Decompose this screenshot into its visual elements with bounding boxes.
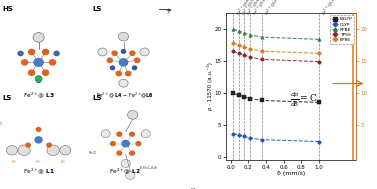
Circle shape	[107, 58, 112, 63]
Circle shape	[60, 146, 71, 155]
Circle shape	[112, 51, 117, 55]
Circle shape	[26, 143, 30, 147]
Text: LS: LS	[93, 6, 102, 12]
Circle shape	[130, 151, 134, 155]
Circle shape	[47, 145, 59, 156]
Text: CHO: CHO	[0, 122, 3, 126]
Circle shape	[101, 130, 110, 138]
Circle shape	[118, 32, 129, 41]
Text: HS: HS	[2, 6, 13, 12]
Circle shape	[120, 59, 128, 66]
Text: Fe$^{2+}$@L5: Fe$^{2+}$@L5	[239, 0, 259, 18]
Circle shape	[33, 33, 44, 42]
Circle shape	[116, 71, 121, 76]
Circle shape	[21, 60, 28, 65]
Text: Fe$^{2+}$@L6: Fe$^{2+}$@L6	[234, 0, 254, 18]
Text: Fe$^{2+}$@L1: Fe$^{2+}$@L1	[320, 0, 339, 18]
Circle shape	[135, 58, 140, 63]
Circle shape	[132, 66, 136, 70]
Circle shape	[43, 70, 49, 75]
Circle shape	[141, 130, 150, 138]
Circle shape	[54, 51, 59, 56]
Circle shape	[98, 48, 107, 56]
Circle shape	[36, 78, 41, 82]
Circle shape	[136, 142, 141, 146]
Circle shape	[111, 142, 115, 146]
Circle shape	[35, 137, 42, 143]
Text: Fe$^{2+}$@ $\bf{L1}$: Fe$^{2+}$@ $\bf{L1}$	[23, 166, 55, 176]
Text: Fe$^{2+}$@ $\bf{L2}$: Fe$^{2+}$@ $\bf{L2}$	[109, 166, 141, 176]
Legend: B3LYP, OLYP, RPBE, TPSS, BP86: B3LYP, OLYP, RPBE, TPSS, BP86	[330, 15, 354, 44]
Circle shape	[122, 140, 129, 147]
Circle shape	[117, 151, 122, 155]
Circle shape	[140, 48, 149, 56]
Circle shape	[121, 50, 126, 53]
Circle shape	[29, 70, 35, 75]
Circle shape	[130, 132, 134, 136]
Circle shape	[6, 146, 17, 155]
Circle shape	[130, 51, 135, 55]
Y-axis label: ρ · 11570 (a.u.⁻³): ρ · 11570 (a.u.⁻³)	[207, 63, 213, 110]
Text: Fe$^{2+}$@L2: Fe$^{2+}$@L2	[262, 0, 282, 18]
Circle shape	[18, 51, 23, 56]
Circle shape	[29, 49, 35, 55]
Text: LS: LS	[93, 94, 102, 101]
Text: OH: OH	[61, 160, 65, 163]
Text: Fe$^{2+}$@ $\bf{L3}$: Fe$^{2+}$@ $\bf{L3}$	[23, 91, 55, 100]
Text: $+$: $+$	[166, 6, 173, 15]
Circle shape	[37, 128, 41, 131]
Circle shape	[43, 49, 49, 55]
Text: $\frac{d\rho}{d\delta}$= C: $\frac{d\rho}{d\delta}$= C	[290, 91, 318, 109]
Circle shape	[49, 60, 55, 65]
Text: OH: OH	[36, 160, 41, 163]
Text: Fe$^{2+}$@L4: Fe$^{2+}$@L4	[244, 0, 264, 18]
Circle shape	[126, 171, 135, 179]
Text: OH: OH	[12, 160, 17, 163]
Circle shape	[127, 111, 138, 119]
Text: (R,R)=C₆H₄Br: (R,R)=C₆H₄Br	[139, 167, 158, 170]
Circle shape	[47, 143, 51, 147]
Text: Fe$^{2+}$@L3: Fe$^{2+}$@L3	[251, 0, 270, 18]
X-axis label: δ (mm/s): δ (mm/s)	[277, 171, 305, 176]
Text: $^{57}$Fe Mössbauer: $^{57}$Fe Mössbauer	[190, 187, 233, 189]
Circle shape	[126, 71, 131, 76]
Circle shape	[35, 76, 42, 81]
Text: Fe$^{2+}$@ $\bf{L4}$ $-$ Fe$^{2+}$@$\bf{L6}$: Fe$^{2+}$@ $\bf{L4}$ $-$ Fe$^{2+}$@$\bf{…	[96, 91, 153, 100]
Text: LS: LS	[2, 94, 12, 101]
Circle shape	[18, 145, 30, 156]
Circle shape	[119, 79, 128, 87]
Text: R=Cl: R=Cl	[89, 151, 97, 155]
Circle shape	[121, 160, 130, 167]
Circle shape	[110, 66, 115, 70]
Circle shape	[117, 132, 122, 136]
Circle shape	[34, 58, 43, 66]
